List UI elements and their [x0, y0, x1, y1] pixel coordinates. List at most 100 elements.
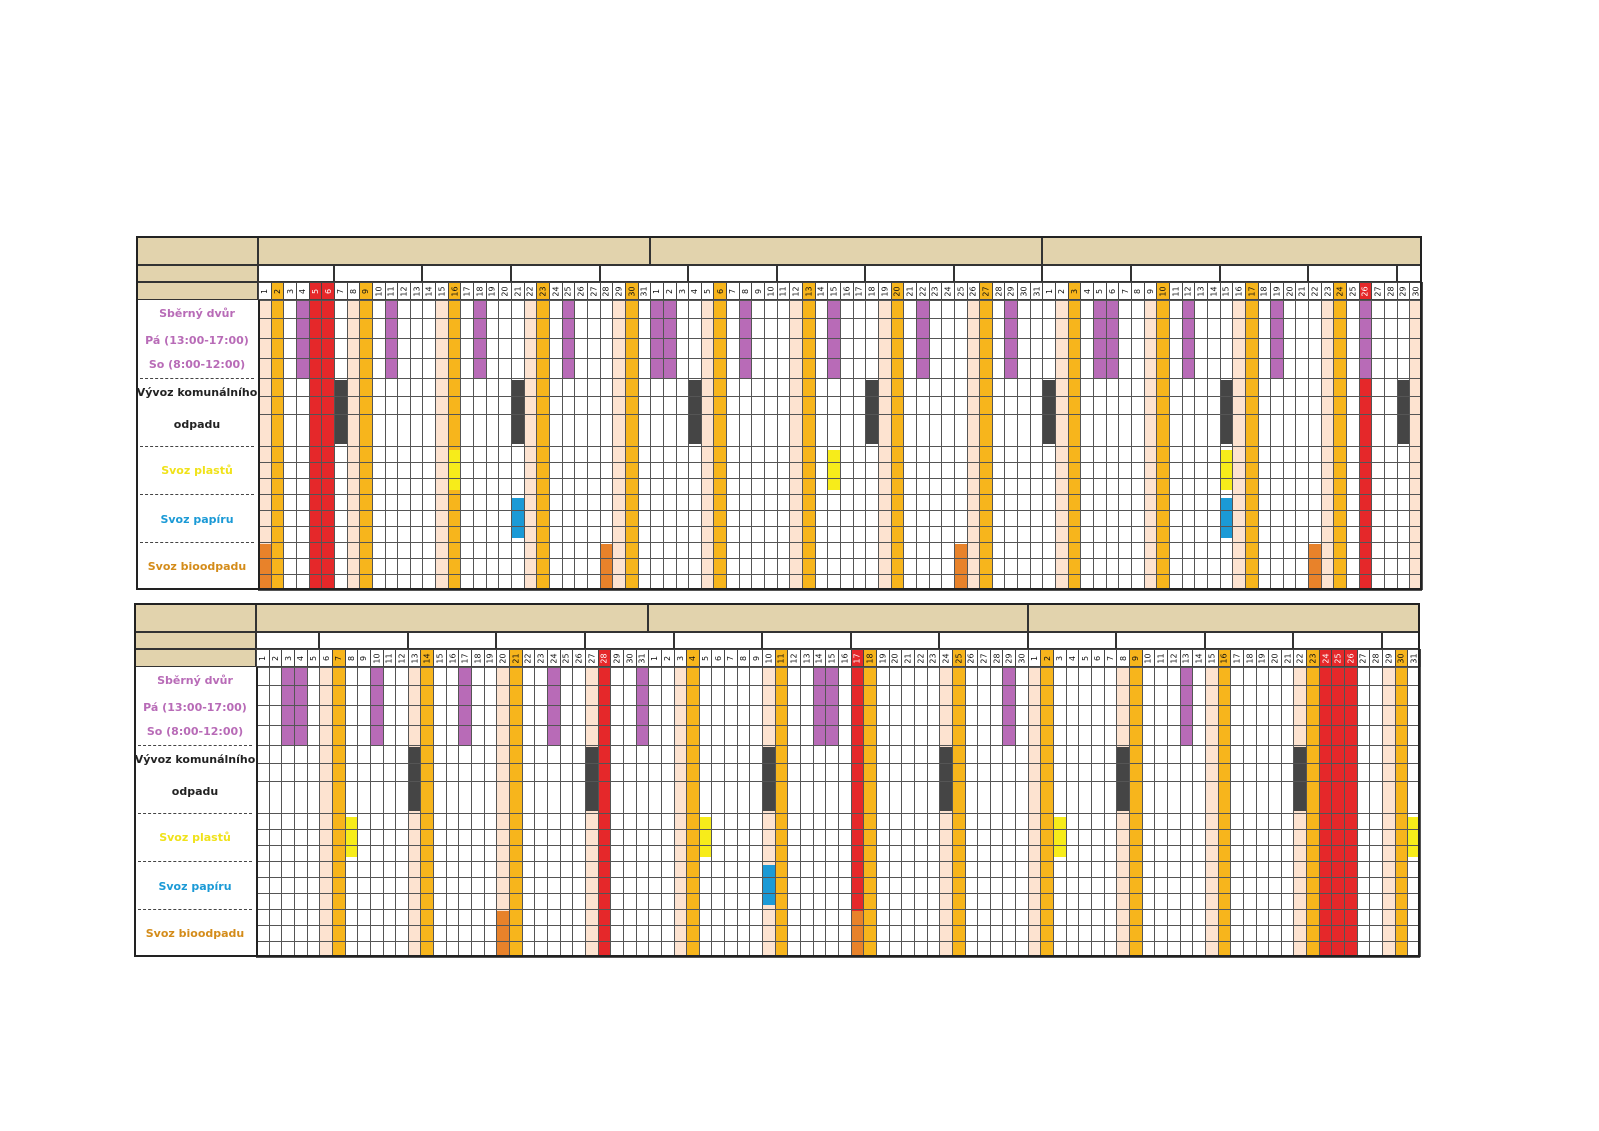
- holiday-column: [1331, 667, 1345, 957]
- grid-line: [549, 300, 550, 590]
- grid-line: [800, 667, 802, 957]
- grid-line: [1204, 667, 1206, 957]
- week-number: [762, 632, 851, 649]
- grid-line: [825, 667, 827, 957]
- label-plasty: Svoz plastů: [161, 463, 233, 477]
- grid-line: [1194, 300, 1196, 590]
- sunday-column: [1244, 300, 1258, 590]
- papir-mark: [762, 865, 775, 905]
- grid-line: [901, 667, 903, 957]
- plasty-mark: [447, 450, 461, 490]
- grid-line: [1331, 667, 1333, 957]
- grid-line: [258, 558, 1422, 559]
- grid-line: [258, 574, 1422, 575]
- grid-line: [1396, 300, 1398, 590]
- week-number: [599, 265, 689, 282]
- grid-line: [547, 667, 548, 957]
- sunday-column: [270, 300, 284, 590]
- grid-line: [814, 300, 816, 590]
- bioodpad-mark: [953, 544, 967, 590]
- saturday-column: [523, 300, 537, 590]
- grid-line: [660, 667, 662, 957]
- week-number: [1042, 265, 1131, 282]
- grid-line: [1293, 667, 1295, 957]
- grid-line: [382, 667, 384, 957]
- grid-line: [258, 446, 1422, 447]
- grid-line: [1168, 300, 1170, 590]
- grid-line: [1242, 667, 1244, 957]
- grid-line: [1093, 300, 1095, 590]
- week-number: [1116, 632, 1205, 649]
- grid-line: [270, 300, 272, 590]
- grid-line: [1078, 667, 1080, 957]
- grid-line: [1080, 300, 1082, 590]
- sunday-column: [624, 300, 638, 590]
- grid-line: [698, 667, 700, 957]
- week-number: [1219, 265, 1309, 282]
- week-number: [1204, 632, 1294, 649]
- grid-line: [256, 781, 1420, 782]
- plasty-mark: [827, 450, 840, 490]
- grid-line: [258, 378, 1422, 379]
- sunday-column: [331, 667, 345, 957]
- sunday-column: [1156, 300, 1169, 590]
- row-separator: [138, 909, 252, 910]
- grid-line: [789, 300, 791, 590]
- grid-line: [471, 667, 473, 957]
- grid-line: [1055, 300, 1057, 590]
- grid-line: [256, 829, 1420, 830]
- grid-line: [802, 300, 804, 590]
- grid-line: [738, 300, 740, 590]
- sunday-column: [686, 667, 699, 957]
- sunday-column: [447, 300, 461, 590]
- grid-line: [256, 667, 1420, 668]
- grid-line: [762, 667, 764, 957]
- grid-line: [258, 414, 1422, 415]
- grid-line: [875, 667, 877, 957]
- grid-line: [435, 300, 437, 590]
- grid-line: [612, 300, 614, 590]
- grid-line: [281, 667, 283, 957]
- grid-line: [258, 542, 1422, 543]
- grid-line: [1230, 667, 1232, 957]
- grid-line: [865, 300, 867, 590]
- holiday-column: [1318, 667, 1332, 957]
- sunday-column: [713, 300, 727, 590]
- grid-line: [888, 667, 890, 957]
- grid-line: [1232, 300, 1234, 590]
- label-sberny-saturday: So (8:00-12:00): [146, 724, 244, 738]
- grid-line: [483, 667, 485, 957]
- week-number: [333, 265, 423, 282]
- holiday-column: [321, 300, 334, 590]
- week-number: [939, 632, 1028, 649]
- week-number: [776, 265, 866, 282]
- grid-line: [991, 300, 993, 590]
- grid-line: [496, 667, 498, 957]
- papir-mark: [1219, 498, 1233, 538]
- sunday-column: [951, 667, 965, 957]
- label-komunalni-odpadu: odpadu: [173, 417, 221, 431]
- bioodpad-mark: [496, 911, 510, 957]
- saturday-column: [1027, 667, 1041, 957]
- grid-line: [1282, 300, 1284, 590]
- grid-line: [599, 300, 601, 590]
- grid-line: [371, 300, 373, 590]
- grid-line: [1219, 300, 1221, 590]
- grid-line: [359, 300, 361, 590]
- grid-line: [711, 667, 713, 957]
- grid-line: [749, 667, 751, 957]
- grid-line: [1333, 300, 1335, 590]
- grid-line: [256, 957, 1420, 958]
- grid-line: [1017, 300, 1019, 590]
- grid-line: [964, 667, 966, 957]
- label-bioodpad: Svoz bioodpadu: [145, 926, 245, 940]
- grid-line: [256, 861, 1420, 862]
- grid-line: [637, 300, 639, 590]
- grid-line: [1042, 300, 1044, 590]
- grid-line: [445, 667, 447, 957]
- grid-line: [850, 667, 852, 957]
- saturday-column: [1204, 667, 1218, 957]
- bioodpad-mark: [850, 911, 864, 957]
- week-number: [1131, 265, 1220, 282]
